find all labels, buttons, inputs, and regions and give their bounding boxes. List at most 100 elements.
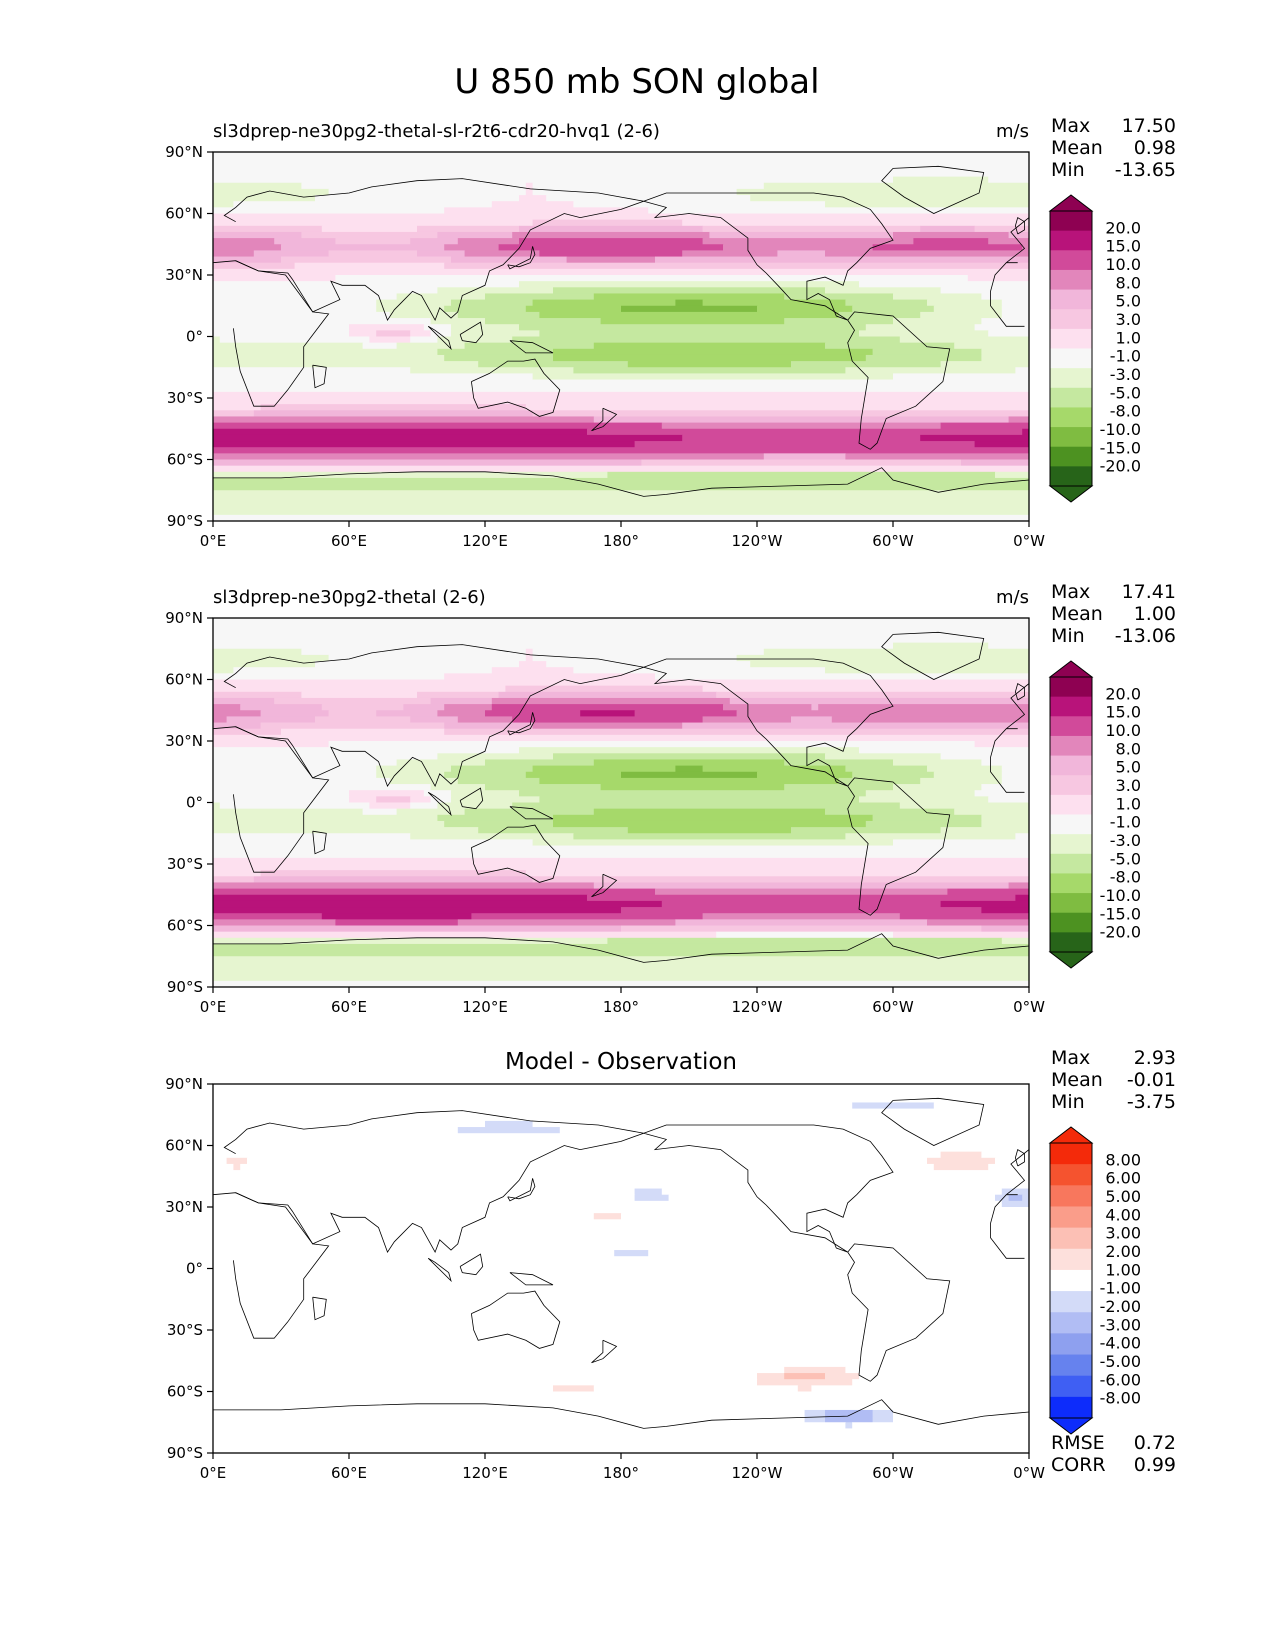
stat-value: 2.93 xyxy=(1134,1047,1176,1069)
field-cell xyxy=(763,182,1029,190)
field-cell xyxy=(791,716,833,724)
colorbar-label: -8.0 xyxy=(1110,402,1141,421)
field-cell xyxy=(988,176,1029,184)
field-cell xyxy=(457,716,513,724)
field-cell xyxy=(893,1416,1029,1423)
coastline xyxy=(312,830,327,855)
field-cell xyxy=(213,962,1029,970)
field-cell xyxy=(213,1207,1029,1214)
field-cell xyxy=(532,299,676,307)
colorbar-label: -1.00 xyxy=(1100,1279,1141,1298)
field-cell xyxy=(213,514,1029,521)
field-cell xyxy=(1001,1188,1029,1196)
field-cell xyxy=(607,471,996,479)
y-tick-label: 60°S xyxy=(167,1383,203,1401)
field-cell xyxy=(213,1286,1029,1294)
field-cell xyxy=(791,361,942,368)
y-tick-label: 0° xyxy=(186,328,203,346)
coastline xyxy=(591,1339,618,1364)
field-cell xyxy=(784,759,894,767)
field-cell xyxy=(899,336,1029,344)
coastline xyxy=(643,658,894,787)
field-cell xyxy=(410,796,432,804)
field-cell xyxy=(607,937,1003,945)
colorbar-label: 8.0 xyxy=(1116,739,1141,758)
field-cell xyxy=(376,771,445,779)
field-cell xyxy=(580,710,636,717)
colorbar-segment xyxy=(1050,1185,1092,1207)
field-cell xyxy=(845,833,1016,840)
field-cell xyxy=(213,697,275,705)
field-cell xyxy=(213,201,234,208)
colorbar-label: 5.00 xyxy=(1105,1187,1141,1206)
field-cell xyxy=(213,1323,1029,1331)
field-cell xyxy=(1001,311,1029,319)
stat-value: -13.65 xyxy=(1115,159,1176,181)
field-cell xyxy=(444,722,534,730)
field-cell xyxy=(301,182,527,190)
stat-label: Min xyxy=(1051,1091,1085,1113)
field-cell xyxy=(491,697,731,705)
field-cell xyxy=(457,311,540,319)
coastline xyxy=(881,165,985,214)
field-cell xyxy=(213,980,1029,987)
field-cell xyxy=(213,1366,785,1374)
field-cell xyxy=(498,691,717,699)
colorbar-segment xyxy=(1050,775,1092,796)
field-cell xyxy=(437,753,554,761)
field-cell xyxy=(525,404,1029,411)
field-cell xyxy=(757,771,853,779)
field-cell xyxy=(213,219,534,227)
field-cell xyxy=(825,753,942,761)
field-cell xyxy=(213,642,894,650)
field-cell xyxy=(451,765,534,773)
colorbar-segment xyxy=(1050,427,1092,448)
field-cell xyxy=(553,753,826,761)
coastline xyxy=(213,933,1029,963)
field-cell xyxy=(417,250,466,258)
y-tick-label: 90°S xyxy=(167,512,203,530)
field-cell xyxy=(444,820,554,828)
field-cell xyxy=(213,968,1029,976)
field-cell xyxy=(1008,231,1029,239)
field-cell xyxy=(593,1213,622,1220)
colorbar-segment xyxy=(1050,1396,1092,1419)
field-cell xyxy=(213,1397,1029,1405)
y-tick-label: 30°S xyxy=(167,855,203,873)
field-cell xyxy=(213,654,330,662)
field-cell xyxy=(478,827,629,834)
field-cell xyxy=(213,268,1029,276)
field-cell xyxy=(213,1440,1029,1448)
coastline xyxy=(509,340,554,354)
field-cell xyxy=(321,913,472,920)
coastline xyxy=(1014,682,1025,701)
field-cell xyxy=(213,373,534,381)
field-cell xyxy=(437,710,486,717)
colorbar-segment xyxy=(1050,677,1092,698)
field-cell xyxy=(213,170,1029,178)
colorbar-segment xyxy=(1050,1291,1092,1313)
field-cell xyxy=(457,1127,561,1134)
field-cell xyxy=(213,1170,1029,1177)
field-cell xyxy=(525,654,534,662)
field-cell xyxy=(627,361,792,368)
field-cell xyxy=(464,808,595,816)
field-cell xyxy=(655,673,1029,681)
x-tick-label: 60°W xyxy=(872,1464,914,1482)
colorbar-label: 5.0 xyxy=(1116,758,1141,777)
field-cell xyxy=(437,336,513,344)
coastline xyxy=(847,311,951,450)
field-cell xyxy=(213,685,506,693)
field-cell xyxy=(736,710,1029,717)
field-cell xyxy=(213,618,1029,625)
field-cell xyxy=(512,716,704,724)
field-cell xyxy=(410,330,432,338)
field-cell xyxy=(750,661,1029,668)
colorbar-label: 1.0 xyxy=(1116,794,1141,813)
field-cell xyxy=(920,434,1029,442)
field-cell xyxy=(335,919,459,927)
field-cell xyxy=(825,667,1029,674)
field-cell xyxy=(213,367,411,374)
field-cell xyxy=(213,1176,1029,1183)
field-cell xyxy=(498,244,724,251)
